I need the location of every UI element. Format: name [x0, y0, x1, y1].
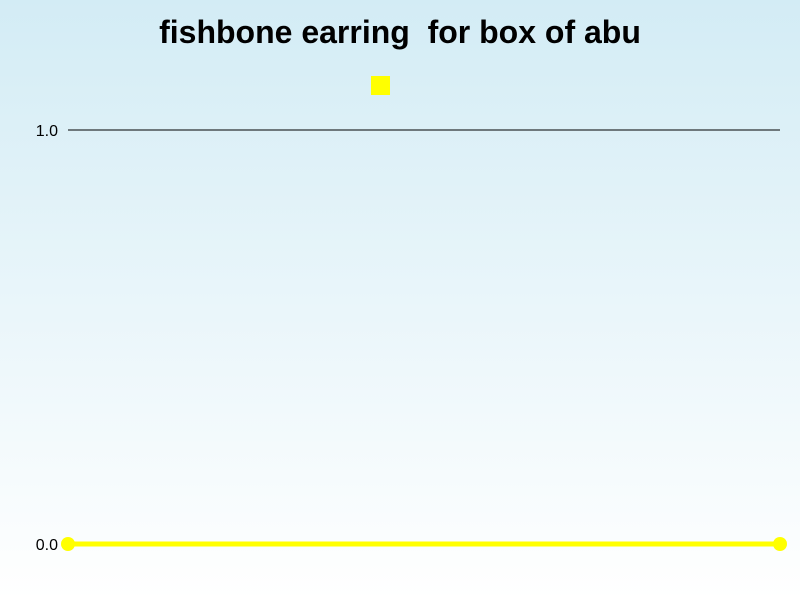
y-axis-ticks: 0.0 1.0: [36, 123, 58, 554]
data-point: [61, 537, 75, 551]
y-tick-label: 1.0: [36, 123, 58, 140]
data-point: [773, 537, 787, 551]
series-layer: [61, 537, 787, 551]
legend-swatch: [371, 76, 390, 95]
y-tick-label: 0.0: [36, 537, 58, 554]
chart-title: fishbone earring for box of abu: [159, 14, 641, 50]
